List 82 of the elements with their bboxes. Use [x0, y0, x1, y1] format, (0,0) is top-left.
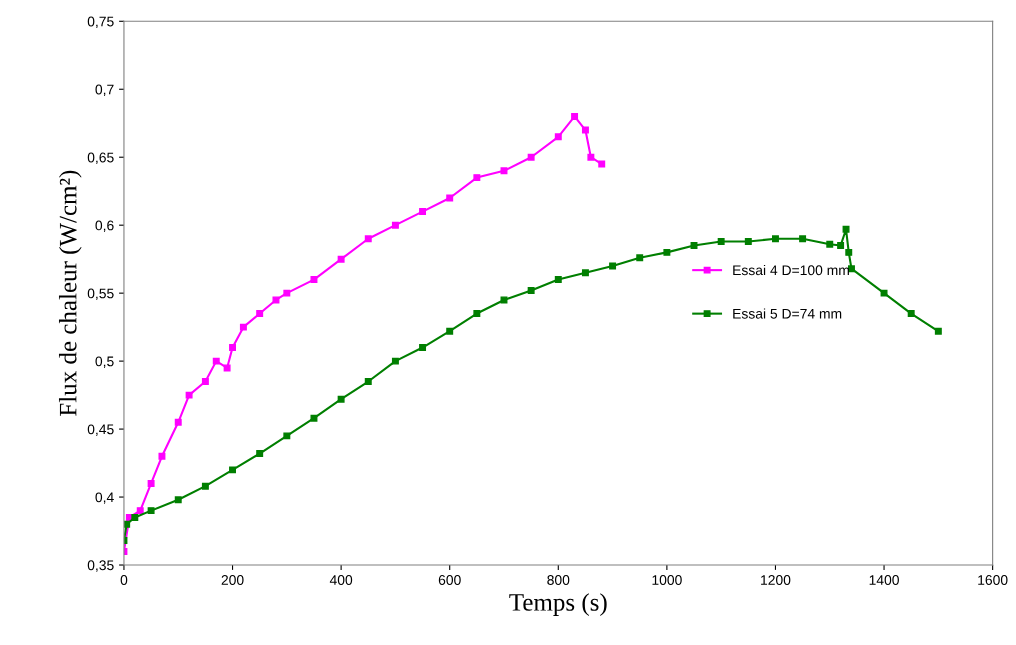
x-axis-title: Temps (s): [509, 593, 607, 616]
point: [419, 344, 427, 351]
point: [337, 395, 345, 403]
y-tick-label: 0,55: [87, 288, 114, 300]
point: [201, 378, 209, 385]
y-tick-label: 0,65: [87, 152, 114, 165]
point: [419, 208, 427, 216]
point: [256, 450, 264, 458]
point: [147, 507, 155, 515]
x-tick-label: 1400: [869, 575, 899, 585]
point: [310, 414, 318, 422]
point: [842, 225, 850, 233]
point: [283, 432, 291, 440]
y-tick-label: 0,45: [87, 424, 114, 436]
point: [212, 357, 220, 365]
point: [364, 378, 372, 385]
point: [239, 323, 247, 331]
point: [744, 238, 752, 245]
point: [554, 276, 562, 284]
point: [609, 262, 617, 270]
point: [158, 452, 166, 460]
point: [581, 126, 589, 134]
point: [229, 466, 237, 474]
point: [223, 364, 231, 372]
point: [391, 221, 399, 229]
legend-label: Essai 4 D=100 mm: [733, 264, 849, 276]
point: [907, 310, 915, 318]
y-tick-label: 0,7: [95, 84, 114, 97]
point: [174, 418, 182, 426]
x-tick-label: 1600: [978, 575, 1008, 585]
point: [587, 153, 595, 161]
point: [500, 296, 508, 304]
point: [364, 235, 372, 243]
point: [446, 194, 454, 202]
point: [446, 327, 454, 335]
point: [185, 391, 193, 399]
x-tick-label: 0: [120, 575, 128, 585]
point: [283, 289, 291, 297]
point: [201, 482, 209, 490]
y-tick-label: 0,6: [95, 220, 114, 232]
point: [554, 133, 562, 141]
y-tick-label: 0,35: [87, 560, 114, 572]
y-tick-label: 0,75: [87, 16, 114, 29]
point: [880, 289, 888, 297]
point: [571, 112, 579, 120]
x-tick-label: 1000: [652, 575, 682, 585]
point: [337, 255, 345, 263]
point: [473, 174, 481, 182]
point: [799, 235, 807, 243]
point: [527, 286, 535, 294]
point: [147, 479, 155, 487]
point: [717, 238, 725, 245]
y-tick-label: 0,4: [95, 492, 114, 504]
point: [229, 344, 237, 351]
point: [837, 242, 845, 250]
point: [826, 240, 834, 248]
legend-label: Essai 5 D=74 mm: [733, 308, 842, 319]
point: [845, 248, 853, 256]
x-tick-label: 1200: [761, 575, 791, 585]
point: [174, 496, 182, 504]
x-tick-label: 800: [547, 575, 570, 585]
point: [391, 357, 399, 365]
y-axis-title: Flux de chaleur (W/cm²): [58, 170, 82, 416]
point: [690, 242, 698, 250]
point: [527, 153, 535, 161]
point: [310, 276, 318, 284]
y-tick-label: 0,5: [95, 356, 114, 368]
point: [581, 269, 589, 277]
point: [598, 160, 606, 168]
point: [934, 327, 942, 335]
point: [771, 235, 779, 243]
point: [663, 248, 671, 256]
point: [473, 310, 481, 318]
point: [136, 507, 144, 515]
point: [256, 310, 264, 318]
x-tick-label: 600: [438, 575, 461, 585]
point: [500, 167, 508, 175]
x-tick-label: 400: [329, 575, 353, 585]
point: [131, 513, 139, 521]
x-tick-label: 200: [221, 575, 244, 585]
point: [636, 254, 644, 262]
point: [272, 296, 280, 304]
